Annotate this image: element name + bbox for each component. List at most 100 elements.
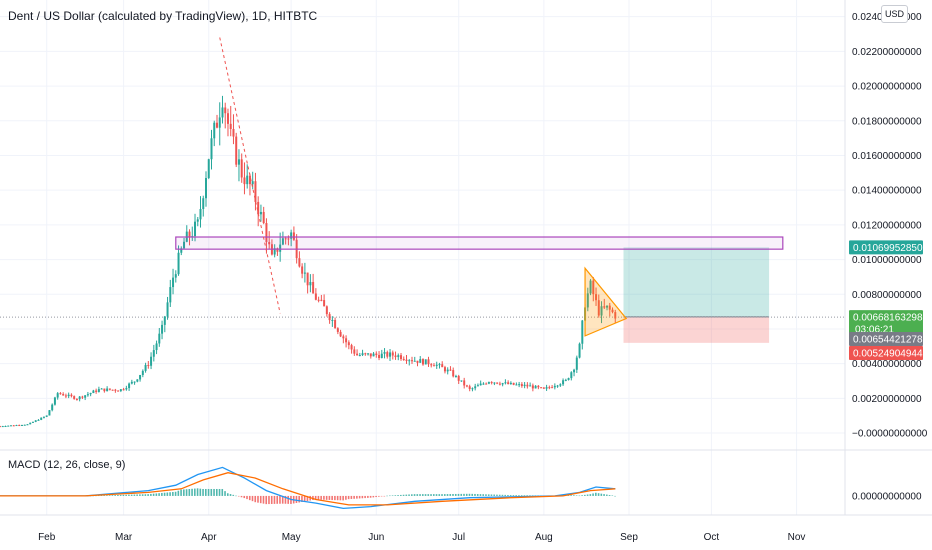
candle-body xyxy=(155,343,158,351)
candle-body xyxy=(581,320,584,344)
macd-histogram-bar xyxy=(287,495,290,504)
candle-body xyxy=(438,364,441,366)
candle-body xyxy=(389,352,392,357)
time-tick-label: Apr xyxy=(201,532,217,543)
candle-body xyxy=(487,382,490,384)
macd-histogram-bar xyxy=(221,488,224,496)
macd-histogram-bar xyxy=(400,494,402,496)
candle-body xyxy=(463,380,466,386)
macd-histogram-bar xyxy=(487,494,490,496)
candle-body xyxy=(161,324,164,334)
resistance-zone-rectangle xyxy=(175,236,784,250)
macd-histogram-bar xyxy=(325,495,328,500)
macd-histogram-bar xyxy=(111,495,114,496)
macd-histogram-bar xyxy=(196,488,199,496)
macd-histogram-bar xyxy=(424,494,427,496)
macd-histogram-bar xyxy=(169,492,171,496)
candle-body xyxy=(350,345,353,350)
candle-body xyxy=(20,424,23,426)
macd-histogram-bar xyxy=(180,489,182,496)
macd-histogram-bar xyxy=(136,494,138,496)
macd-histogram-bar xyxy=(150,493,152,496)
candle-body xyxy=(117,390,120,392)
macd-histogram-bar xyxy=(586,494,589,496)
candle-body xyxy=(67,394,70,397)
candle-body xyxy=(504,382,507,384)
candle-body xyxy=(75,398,78,400)
chart-title: Dent / US Dollar (calculated by TradingV… xyxy=(8,9,318,23)
candle-body xyxy=(259,211,262,215)
macd-histogram-bar xyxy=(367,495,369,498)
macd-histogram-bar xyxy=(526,495,528,496)
candle-body xyxy=(246,175,249,185)
macd-title: MACD (12, 26, close, 9) xyxy=(8,459,126,471)
candle-body xyxy=(284,238,287,240)
macd-histogram-bar xyxy=(232,494,235,496)
candle-body xyxy=(194,221,197,237)
candle-body xyxy=(166,302,169,317)
candle-body xyxy=(424,359,427,365)
candle-body xyxy=(86,394,89,396)
macd-histogram-bar xyxy=(529,495,531,496)
candle-body xyxy=(180,248,183,253)
macd-histogram-bar xyxy=(130,494,133,496)
candle-body xyxy=(435,364,438,366)
candle-body xyxy=(158,333,161,344)
candle-body xyxy=(400,355,403,359)
macd-histogram-bar xyxy=(350,495,353,499)
candle-body xyxy=(578,343,581,358)
macd-histogram-bar xyxy=(372,495,375,498)
macd-histogram-bar xyxy=(364,495,366,499)
candle-body xyxy=(136,379,139,382)
macd-histogram-bar xyxy=(188,489,191,496)
macd-histogram-bar xyxy=(147,494,149,496)
signal-line xyxy=(0,472,616,506)
macd-histogram-bar xyxy=(100,495,103,496)
candle-body xyxy=(31,421,34,423)
candle-body xyxy=(358,355,361,357)
macd-histogram-bar xyxy=(501,494,504,496)
macd-histogram-bar xyxy=(411,494,413,496)
macd-histogram-bar xyxy=(375,495,377,498)
macd-histogram-bar xyxy=(155,493,158,496)
macd-histogram-bar xyxy=(490,494,493,496)
candle-body xyxy=(465,385,468,387)
time-tick-label: Oct xyxy=(704,532,720,543)
candle-body xyxy=(559,384,562,386)
candle-body xyxy=(292,232,295,240)
currency-button[interactable]: USD xyxy=(881,5,908,23)
macd-histogram-bar xyxy=(207,488,210,496)
macd-histogram-bar xyxy=(268,495,270,505)
candle-body xyxy=(408,360,411,362)
macd-histogram-bar xyxy=(485,494,487,496)
candle-body xyxy=(537,385,540,388)
candle-body xyxy=(405,359,408,361)
candle-body xyxy=(4,426,7,428)
candle-body xyxy=(95,390,98,392)
candle-body xyxy=(7,425,10,427)
candle-body xyxy=(320,299,323,301)
candle-body xyxy=(70,394,73,397)
candle-body xyxy=(419,359,422,363)
candle-body xyxy=(603,306,606,308)
candle-body xyxy=(394,355,397,358)
candle-body xyxy=(331,319,334,321)
macd-histogram-bar xyxy=(334,495,336,501)
price-tick-label: 0.00800000000 xyxy=(852,290,922,301)
candle-body xyxy=(468,386,471,389)
candle-body xyxy=(84,395,87,398)
candle-body xyxy=(9,425,12,427)
candle-body xyxy=(257,201,260,215)
candle-body xyxy=(81,396,84,398)
candle-body xyxy=(53,397,56,405)
candle-body xyxy=(26,424,29,426)
candle-body xyxy=(595,294,598,301)
candle-body xyxy=(226,113,229,124)
candle-body xyxy=(202,198,205,210)
candle-body xyxy=(416,360,419,363)
candle-body xyxy=(130,381,133,384)
candle-body xyxy=(446,369,449,372)
price-label-text: 0.01069952850 xyxy=(853,243,923,254)
candle-body xyxy=(421,359,424,365)
